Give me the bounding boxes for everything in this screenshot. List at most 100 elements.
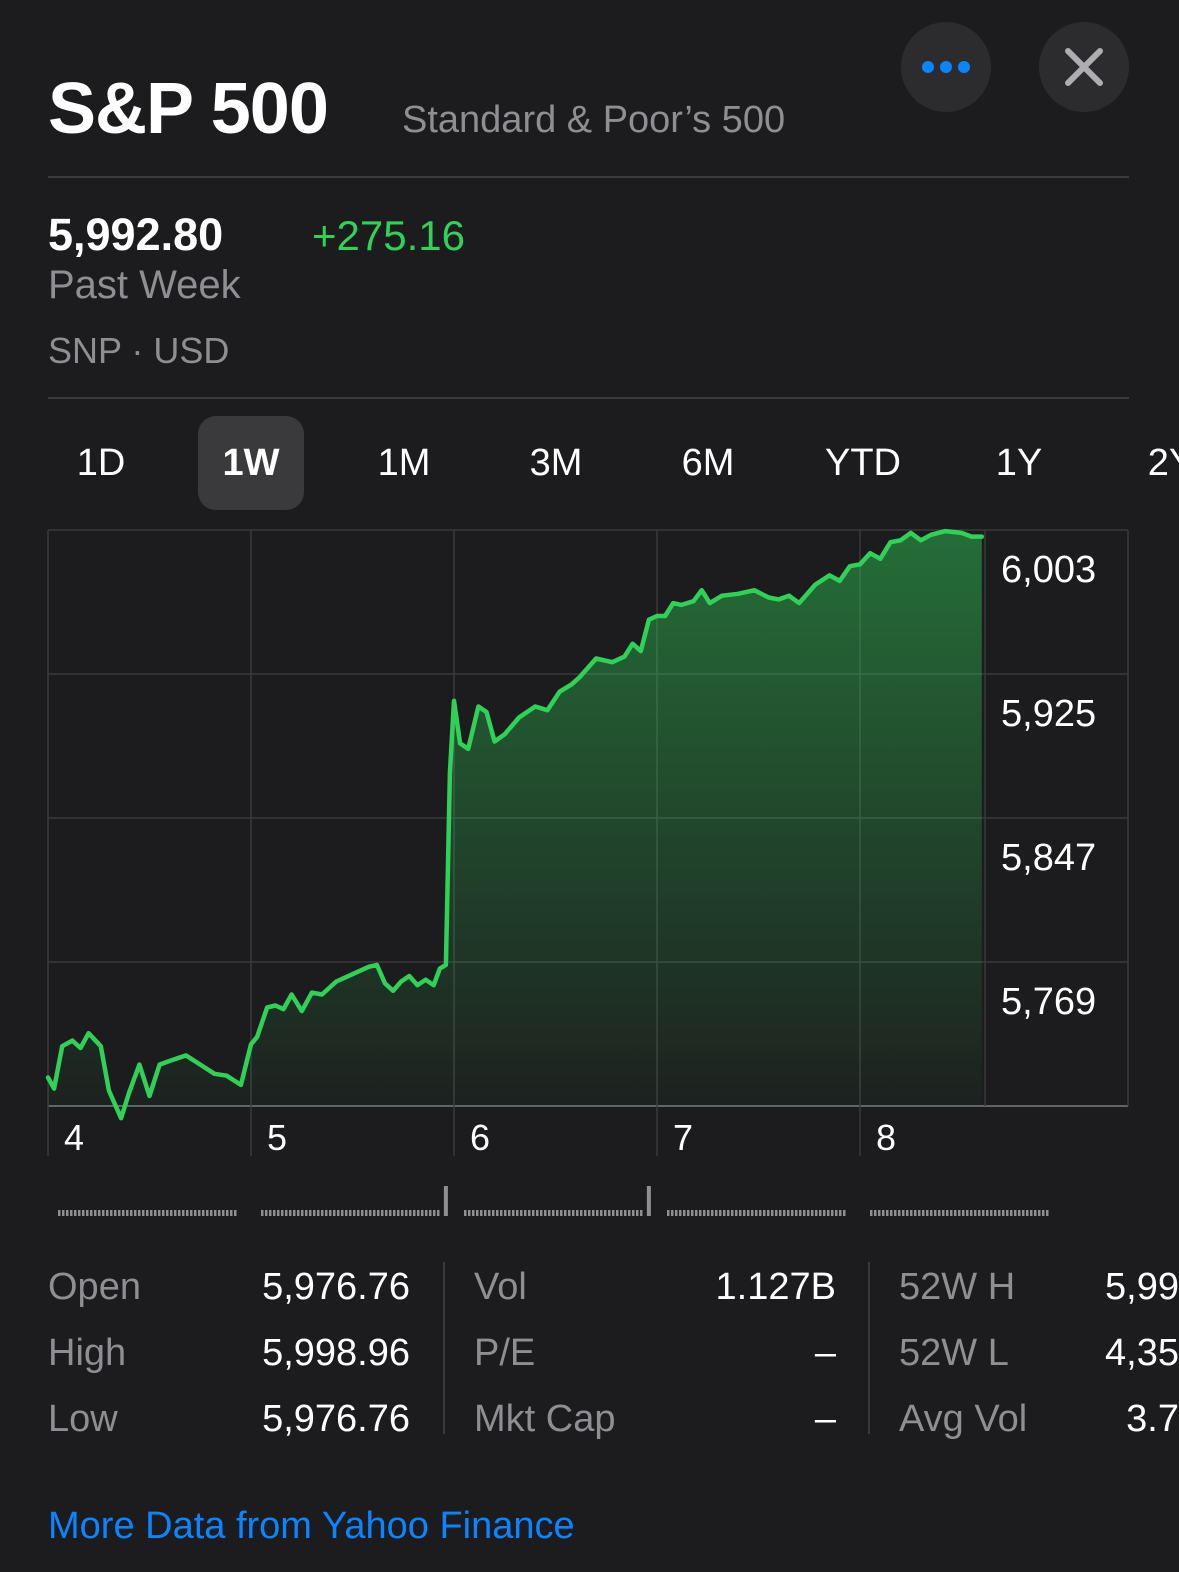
volume-bar — [397, 1210, 400, 1216]
stat-52w-low: 52W L 4,35 — [899, 1328, 1179, 1378]
stats-separator — [868, 1262, 870, 1434]
volume-bar — [234, 1210, 237, 1216]
volume-bar — [811, 1210, 814, 1216]
stat-label: Open — [48, 1266, 141, 1308]
x-tick-label: 7 — [673, 1117, 693, 1158]
volume-bar — [588, 1210, 591, 1216]
volume-bar — [767, 1210, 770, 1216]
volume-bar — [540, 1210, 543, 1216]
volume-bar — [918, 1210, 921, 1216]
volume-bar — [226, 1210, 229, 1216]
stat-label: P/E — [474, 1332, 536, 1374]
volume-bar — [357, 1210, 360, 1216]
tab-2y[interactable]: 2Y — [1147, 441, 1179, 484]
tab-1y[interactable]: 1Y — [995, 441, 1043, 484]
volume-bar — [568, 1210, 571, 1216]
volume-bar — [261, 1210, 264, 1216]
volume-bar — [277, 1210, 280, 1216]
stat-value: 4,35 — [1105, 1332, 1179, 1374]
more-options-button[interactable] — [901, 22, 991, 112]
volume-bar — [580, 1210, 583, 1216]
volume-bar — [472, 1210, 475, 1216]
volume-bar — [843, 1210, 846, 1216]
volume-bar — [480, 1210, 483, 1216]
volume-bar — [194, 1210, 197, 1216]
volume-spike — [646, 1186, 651, 1216]
volume-bar — [636, 1210, 639, 1216]
volume-bar — [433, 1210, 436, 1216]
tab-3m[interactable]: 3M — [529, 441, 583, 484]
volume-bar — [934, 1210, 937, 1216]
tab-1d[interactable]: 1D — [76, 441, 126, 484]
volume-bar — [429, 1210, 432, 1216]
volume-bar — [178, 1210, 181, 1216]
stat-pe: P/E – — [474, 1328, 836, 1378]
volume-bar — [70, 1210, 73, 1216]
price-line — [45, 528, 985, 1121]
volume-bar — [795, 1210, 798, 1216]
volume-bar — [922, 1210, 925, 1216]
volume-bar — [62, 1210, 65, 1216]
x-tick-label: 8 — [876, 1117, 896, 1158]
volume-bar — [301, 1210, 304, 1216]
volume-bar — [381, 1210, 384, 1216]
volume-bar — [1042, 1210, 1045, 1216]
tab-1m[interactable]: 1M — [377, 441, 431, 484]
volume-bar — [779, 1210, 782, 1216]
volume-bar — [747, 1210, 750, 1216]
volume-bar — [385, 1210, 388, 1216]
volume-bar — [556, 1210, 559, 1216]
volume-bar — [1034, 1210, 1037, 1216]
volume-bar — [974, 1210, 977, 1216]
volume-bar — [293, 1210, 296, 1216]
volume-bar — [66, 1210, 69, 1216]
volume-bar — [222, 1210, 225, 1216]
price-chart[interactable]: 6,003 5,925 5,847 5,769 4 5 6 7 8 — [0, 520, 1179, 1240]
stat-value: 5,976.76 — [262, 1398, 410, 1440]
stat-value: 5,99 — [1105, 1266, 1179, 1308]
volume-bar — [890, 1210, 893, 1216]
volume-bar — [839, 1210, 842, 1216]
volume-bar — [162, 1210, 165, 1216]
stat-open: Open 5,976.76 — [48, 1262, 410, 1312]
volume-bar — [484, 1210, 487, 1216]
volume-bar — [994, 1210, 997, 1216]
volume-bar — [126, 1210, 129, 1216]
volume-bar — [102, 1210, 105, 1216]
volume-bar — [389, 1210, 392, 1216]
volume-bar — [986, 1210, 989, 1216]
volume-bar — [98, 1210, 101, 1216]
volume-bar — [787, 1210, 790, 1216]
volume-bar — [508, 1210, 511, 1216]
stat-high: High 5,998.96 — [48, 1328, 410, 1378]
stat-52w-high: 52W H 5,99 — [899, 1262, 1179, 1312]
volume-bar — [425, 1210, 428, 1216]
volume-bar — [317, 1210, 320, 1216]
stat-market-cap: Mkt Cap – — [474, 1394, 836, 1444]
volume-bar — [269, 1210, 272, 1216]
volume-bar — [958, 1210, 961, 1216]
volume-bar — [707, 1210, 710, 1216]
tab-1w[interactable]: 1W — [198, 416, 304, 510]
volume-bar — [138, 1210, 141, 1216]
current-price: 5,992.80 — [48, 209, 224, 260]
volume-bar — [345, 1210, 348, 1216]
stat-label: Avg Vol — [899, 1398, 1028, 1440]
yahoo-finance-link[interactable]: More Data from Yahoo Finance — [48, 1505, 575, 1547]
close-button[interactable] — [1039, 22, 1129, 112]
price-change: +275.16 — [312, 212, 465, 259]
tab-ytd[interactable]: YTD — [825, 441, 901, 484]
volume-bar — [926, 1210, 929, 1216]
volume-bar — [584, 1210, 587, 1216]
volume-bar — [369, 1210, 372, 1216]
volume-bar — [771, 1210, 774, 1216]
volume-bar — [735, 1210, 738, 1216]
volume-bar — [894, 1210, 897, 1216]
stat-label: High — [48, 1332, 127, 1374]
volume-bar — [978, 1210, 981, 1216]
volume-bar — [727, 1210, 730, 1216]
volume-bar — [313, 1210, 316, 1216]
tab-6m[interactable]: 6M — [681, 441, 735, 484]
volume-bar — [520, 1210, 523, 1216]
volume-bar — [1046, 1210, 1049, 1216]
